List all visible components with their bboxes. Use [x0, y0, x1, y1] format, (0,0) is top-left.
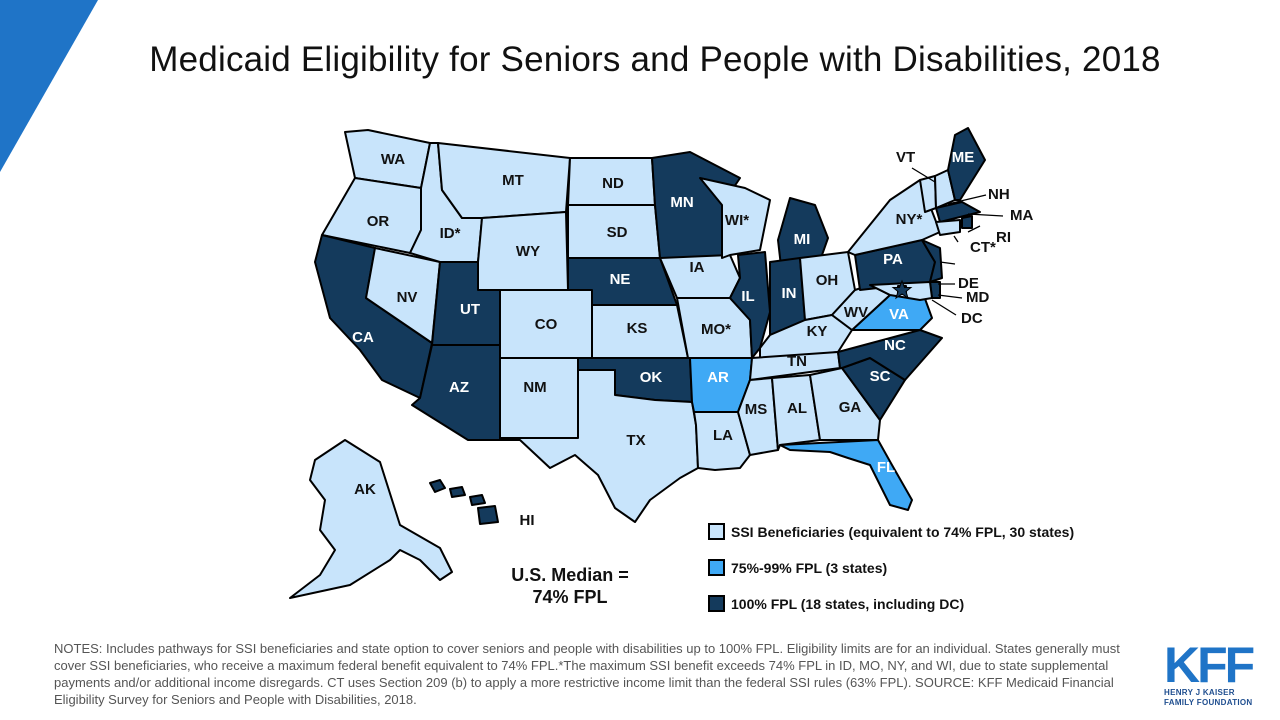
legend-item-ssi: SSI Beneficiaries (equivalent to 74% FPL… — [708, 522, 1074, 541]
legend-swatch-full — [708, 595, 725, 612]
state-label-nm: NM — [523, 379, 546, 396]
state-label-nc: NC — [884, 337, 906, 354]
state-nm — [499, 357, 579, 441]
state-label-wi: WI* — [725, 212, 749, 229]
legend: SSI Beneficiaries (equivalent to 74% FPL… — [708, 522, 1074, 630]
kff-logo: KFF HENRY J KAISER FAMILY FOUNDATION — [1164, 637, 1264, 708]
state-label-ia: IA — [690, 259, 705, 276]
state-label-ks: KS — [627, 320, 648, 337]
state-label-co: CO — [535, 316, 558, 333]
state-label-or: OR — [367, 213, 390, 230]
legend-label-full: 100% FPL (18 states, including DC) — [731, 595, 965, 612]
state-label-wa: WA — [381, 151, 405, 168]
state-label-me: ME — [952, 149, 975, 166]
state-label-ri: RI — [996, 229, 1011, 246]
state-label-in: IN — [782, 285, 797, 302]
state-ct — [935, 219, 961, 236]
state-tx — [499, 369, 699, 523]
legend-swatch-mid — [708, 559, 725, 576]
legend-item-full: 100% FPL (18 states, including DC) — [708, 594, 1074, 613]
page-title: Medicaid Eligibility for Seniors and Peo… — [149, 40, 1161, 79]
state-label-al: AL — [787, 400, 807, 417]
median-note: U.S. Median = 74% FPL — [480, 564, 660, 608]
state-label-fl: FL — [877, 459, 895, 476]
state-label-hi: HI — [520, 512, 535, 529]
state-label-mi: MI — [794, 231, 811, 248]
state-label-il: IL — [741, 288, 754, 305]
state-label-nh: NH — [988, 186, 1010, 203]
state-me — [947, 127, 986, 201]
state-label-dc: DC — [961, 310, 983, 327]
state-ga — [809, 367, 881, 441]
footnotes: NOTES: Includes pathways for SSI benefic… — [54, 641, 1120, 707]
state-label-az: AZ — [449, 379, 469, 396]
state-nc — [837, 329, 943, 381]
state-label-id: ID* — [440, 225, 461, 242]
dc-star-icon — [891, 279, 913, 300]
state-label-ma: MA — [1010, 207, 1033, 224]
us-map: WA OR CA NV ID* MT WY UT AZ CO NM ND SD NE KS OK TX MN IA M… — [289, 127, 1033, 599]
state-label-ct: CT* — [970, 239, 996, 256]
state-label-md: MD — [966, 289, 989, 306]
state-fl — [779, 439, 913, 511]
state-label-ca: CA — [352, 329, 374, 346]
state-label-tn: TN — [787, 353, 807, 370]
state-al — [771, 374, 821, 451]
kff-logo-line-2: FAMILY FOUNDATION — [1164, 698, 1253, 707]
state-nj — [921, 239, 943, 283]
state-label-sc: SC — [870, 368, 891, 385]
kff-logo-mark: KFF — [1164, 637, 1255, 693]
state-label-vt: VT — [896, 149, 915, 166]
state-wi — [699, 177, 771, 259]
legend-label-mid: 75%-99% FPL (3 states) — [731, 559, 888, 576]
state-label-tx: TX — [626, 432, 645, 449]
state-label-ok: OK — [640, 369, 663, 386]
state-label-ny: NY* — [896, 211, 923, 228]
state-label-mt: MT — [502, 172, 524, 189]
median-line-2: 74% FPL — [532, 587, 608, 607]
state-label-nd: ND — [602, 175, 624, 192]
legend-item-mid: 75%-99% FPL (3 states) — [708, 558, 1074, 577]
state-label-va: VA — [889, 306, 909, 323]
state-label-mo: MO* — [701, 321, 731, 338]
legend-label-ssi: SSI Beneficiaries (equivalent to 74% FPL… — [731, 523, 1075, 540]
state-label-nj: NJ — [959, 255, 978, 272]
state-label-ky: KY — [807, 323, 828, 340]
state-label-wv: WV — [844, 304, 868, 321]
state-ky — [759, 314, 853, 361]
state-label-ak: AK — [354, 481, 376, 498]
state-label-sd: SD — [607, 224, 628, 241]
state-ri — [961, 215, 973, 229]
state-label-ut: UT — [460, 301, 480, 318]
state-label-pa: PA — [883, 251, 903, 268]
median-line-1: U.S. Median = — [511, 565, 629, 585]
legend-swatch-ssi — [708, 523, 725, 540]
state-label-wy: WY — [516, 243, 540, 260]
state-label-mn: MN — [670, 194, 693, 211]
kff-logo-line-1: HENRY J KAISER — [1164, 688, 1235, 697]
state-label-la: LA — [713, 427, 733, 444]
state-ms — [737, 377, 779, 456]
state-label-de: DE — [958, 275, 979, 292]
state-label-oh: OH — [816, 272, 839, 289]
state-label-nv: NV — [397, 289, 418, 306]
state-ak — [289, 439, 453, 599]
state-ma — [935, 201, 981, 223]
state-label-ga: GA — [839, 399, 862, 416]
state-label-ar: AR — [707, 369, 729, 386]
corner-accent-triangle — [0, 0, 98, 172]
state-hi — [429, 479, 499, 525]
state-label-ne: NE — [610, 271, 631, 288]
state-label-ms: MS — [745, 401, 768, 418]
